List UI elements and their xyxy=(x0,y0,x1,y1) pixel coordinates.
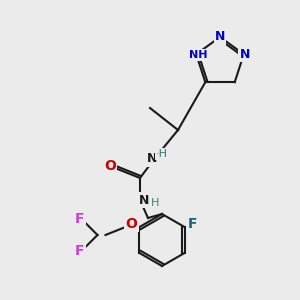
Text: F: F xyxy=(75,212,84,226)
Text: N: N xyxy=(139,194,149,206)
Text: N: N xyxy=(240,48,250,61)
Text: N: N xyxy=(215,31,225,44)
Text: N: N xyxy=(147,152,157,166)
Text: ·H: ·H xyxy=(156,149,168,159)
Text: F: F xyxy=(188,217,197,231)
Text: F: F xyxy=(75,244,84,258)
Text: O: O xyxy=(104,159,116,173)
Text: NH: NH xyxy=(189,50,208,60)
Text: O: O xyxy=(125,217,137,231)
Text: H: H xyxy=(151,198,159,208)
